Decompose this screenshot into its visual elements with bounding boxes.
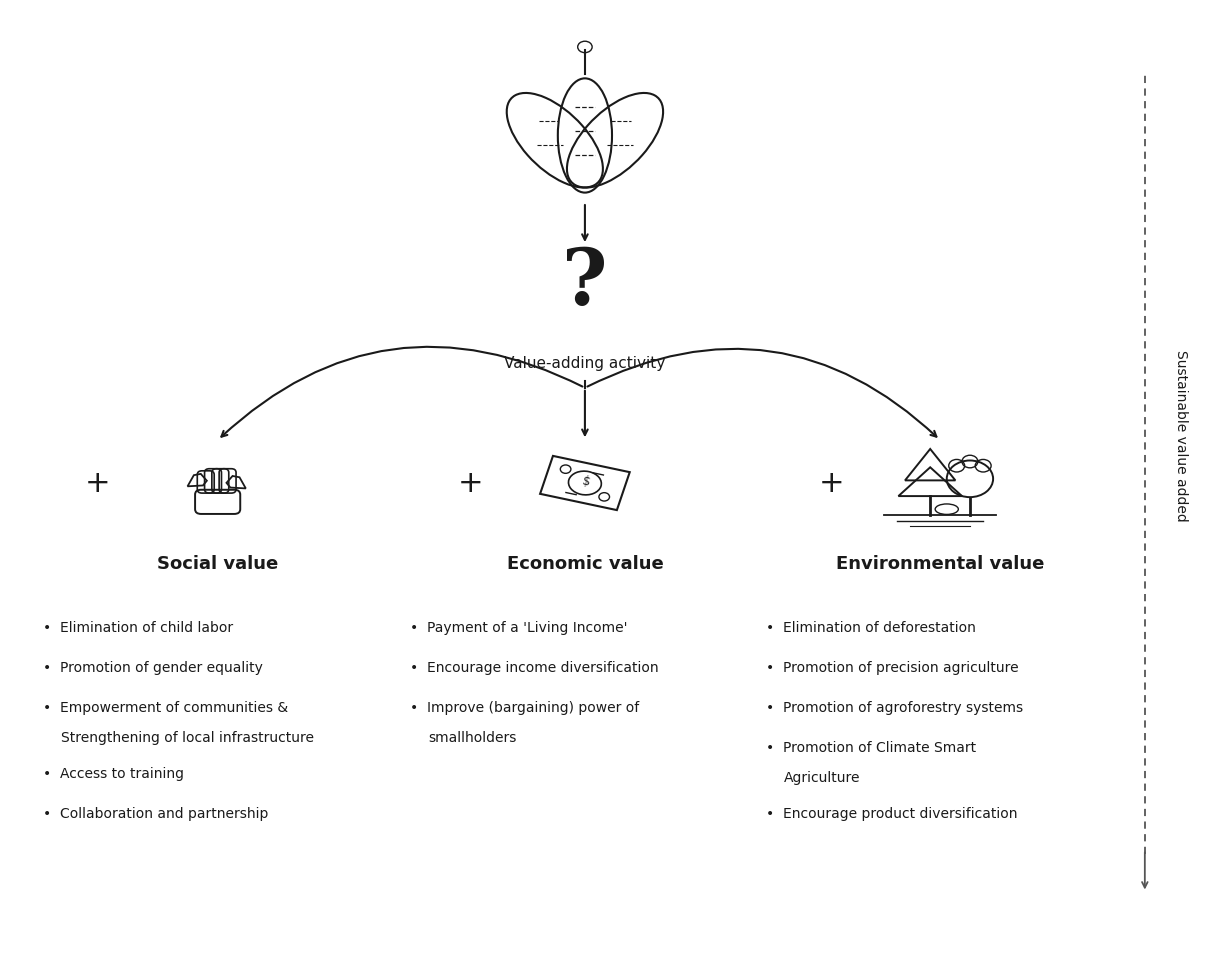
Text: •  Promotion of agroforestry systems: • Promotion of agroforestry systems — [766, 701, 1023, 715]
Text: •  Collaboration and partnership: • Collaboration and partnership — [43, 807, 268, 821]
Text: Economic value: Economic value — [507, 554, 664, 573]
Text: smallholders: smallholders — [429, 731, 516, 745]
Text: $: $ — [581, 474, 592, 489]
Text: •  Elimination of deforestation: • Elimination of deforestation — [766, 621, 976, 635]
Text: •  Encourage income diversification: • Encourage income diversification — [410, 661, 659, 675]
Text: •  Elimination of child labor: • Elimination of child labor — [43, 621, 233, 635]
Text: Social value: Social value — [157, 554, 278, 573]
Text: •  Payment of a 'Living Income': • Payment of a 'Living Income' — [410, 621, 627, 635]
Text: Environmental value: Environmental value — [836, 554, 1044, 573]
Text: •  Encourage product diversification: • Encourage product diversification — [766, 807, 1017, 821]
Text: •  Promotion of precision agriculture: • Promotion of precision agriculture — [766, 661, 1018, 675]
Text: •  Empowerment of communities &: • Empowerment of communities & — [43, 701, 289, 715]
Text: Sustainable value added: Sustainable value added — [1174, 350, 1188, 522]
Text: +: + — [458, 469, 484, 497]
Text: •  Access to training: • Access to training — [43, 767, 184, 781]
Text: Agriculture: Agriculture — [783, 771, 860, 785]
Text: Strengthening of local infrastructure: Strengthening of local infrastructure — [61, 731, 314, 745]
Text: +: + — [818, 469, 844, 497]
Text: Value-adding activity: Value-adding activity — [504, 356, 665, 372]
Text: •  Promotion of Climate Smart: • Promotion of Climate Smart — [766, 741, 976, 755]
Text: •  Promotion of gender equality: • Promotion of gender equality — [43, 661, 263, 675]
Text: +: + — [84, 469, 110, 497]
Text: •  Improve (bargaining) power of: • Improve (bargaining) power of — [410, 701, 639, 715]
Text: ?: ? — [563, 245, 608, 321]
